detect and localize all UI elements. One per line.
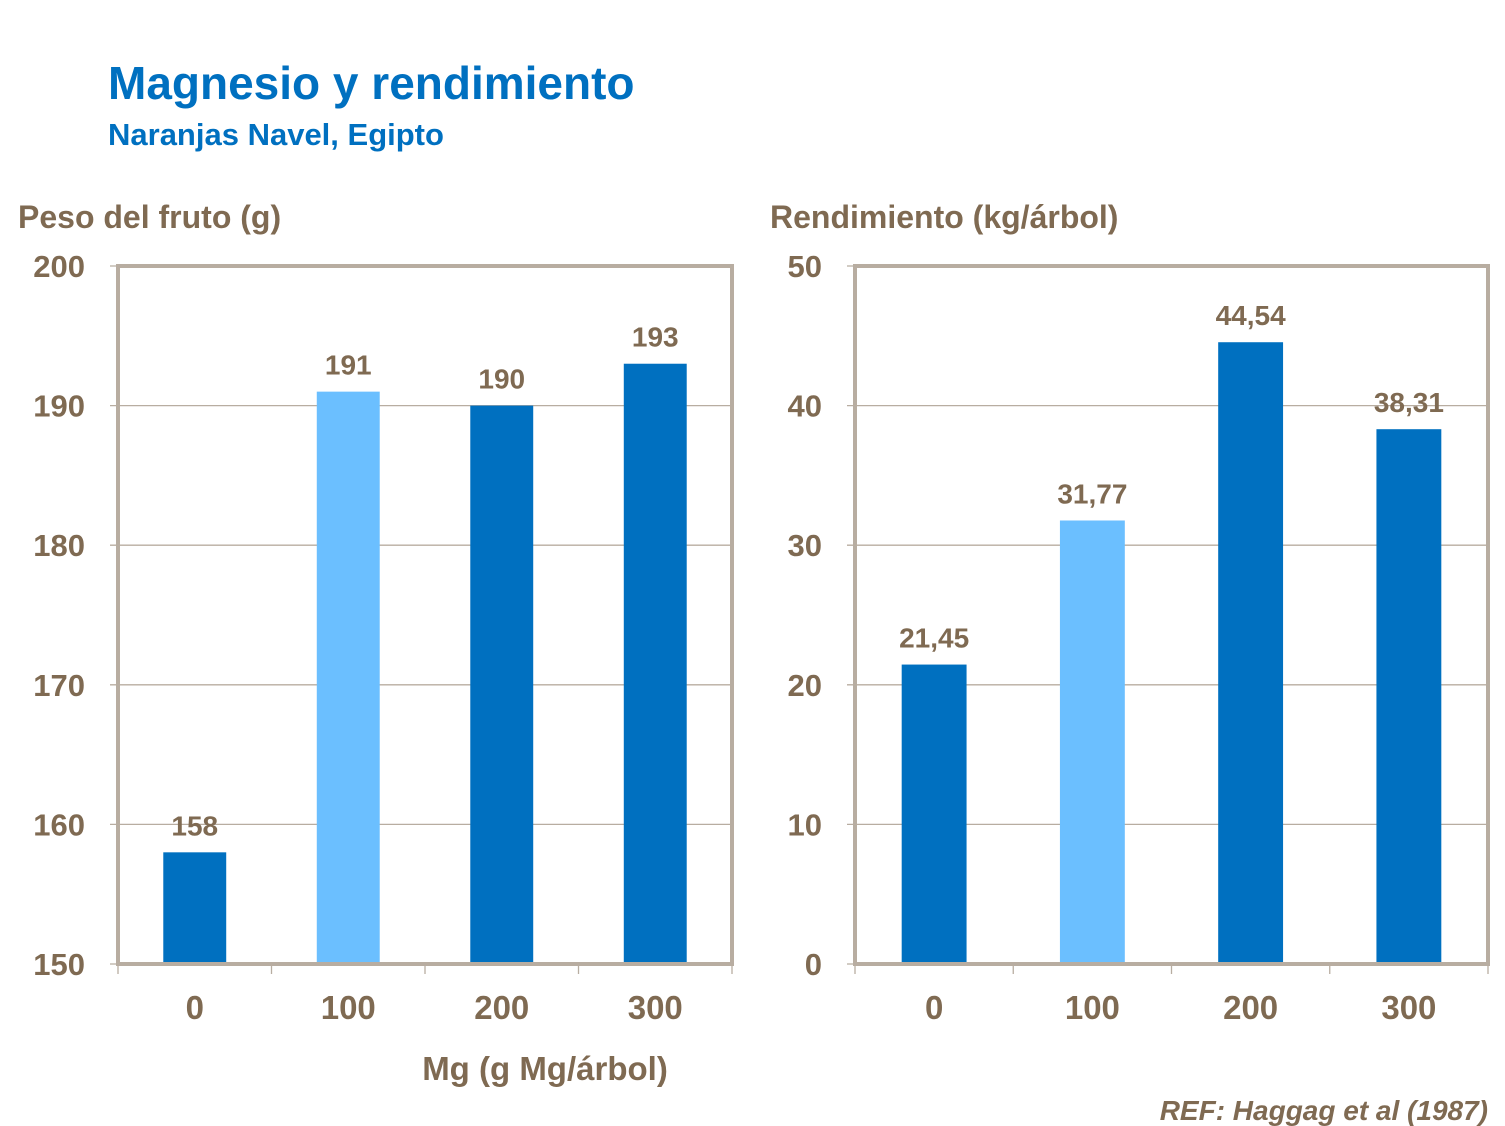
left-y-tick-label: 160: [33, 807, 85, 842]
right-bar: [1218, 342, 1284, 965]
left-x-tick-label: 100: [321, 989, 376, 1026]
reference-note: REF: Haggag et al (1987): [1160, 1095, 1488, 1126]
left-y-tick-label: 170: [33, 668, 85, 703]
left-bar: [470, 405, 534, 965]
left-data-label: 191: [325, 350, 372, 381]
left-y-tick-label: 180: [33, 528, 85, 563]
left-bar: [316, 391, 380, 964]
right-y-tick-label: 0: [805, 947, 822, 982]
right-data-label: 44,54: [1216, 300, 1286, 331]
right-data-label: 38,31: [1374, 387, 1444, 418]
right-plot-frame: [853, 264, 1490, 966]
left-y-tick-label: 150: [33, 947, 85, 982]
right-x-tick-label: 0: [925, 989, 943, 1026]
chart-title: Magnesio y rendimiento: [108, 57, 635, 109]
right-y-tick-label: 40: [788, 389, 822, 424]
right-data-label: 31,77: [1057, 478, 1127, 509]
right-x-tick-label: 100: [1065, 989, 1120, 1026]
chart-subtitle: Naranjas Navel, Egipto: [108, 117, 444, 152]
left-data-label: 158: [171, 810, 218, 841]
left-y-tick-label: 190: [33, 389, 85, 424]
right-y-tick-label: 50: [788, 249, 822, 284]
right-x-tick-label: 300: [1381, 989, 1436, 1026]
right-y-tick-label: 20: [788, 668, 822, 703]
left-data-label: 193: [632, 322, 679, 353]
left-y-axis-label: Peso del fruto (g): [18, 199, 281, 235]
right-x-tick-label: 200: [1223, 989, 1278, 1026]
right-y-axis-label: Rendimiento (kg/árbol): [770, 199, 1118, 235]
left-x-tick-label: 200: [474, 989, 529, 1026]
right-bar: [901, 664, 967, 964]
right-bar: [1059, 520, 1125, 964]
left-data-label: 190: [478, 364, 525, 395]
left-y-tick-label: 200: [33, 249, 85, 284]
right-bar: [1376, 429, 1442, 965]
right-data-label: 21,45: [899, 623, 969, 654]
left-bar: [623, 363, 687, 965]
left-bar: [163, 852, 227, 964]
left-x-tick-label: 0: [186, 989, 204, 1026]
x-axis-label: Mg (g Mg/árbol): [422, 1050, 668, 1087]
right-y-tick-label: 30: [788, 528, 822, 563]
left-x-tick-label: 300: [628, 989, 683, 1026]
right-y-tick-label: 10: [788, 807, 822, 842]
left-plot-frame: [116, 264, 734, 966]
